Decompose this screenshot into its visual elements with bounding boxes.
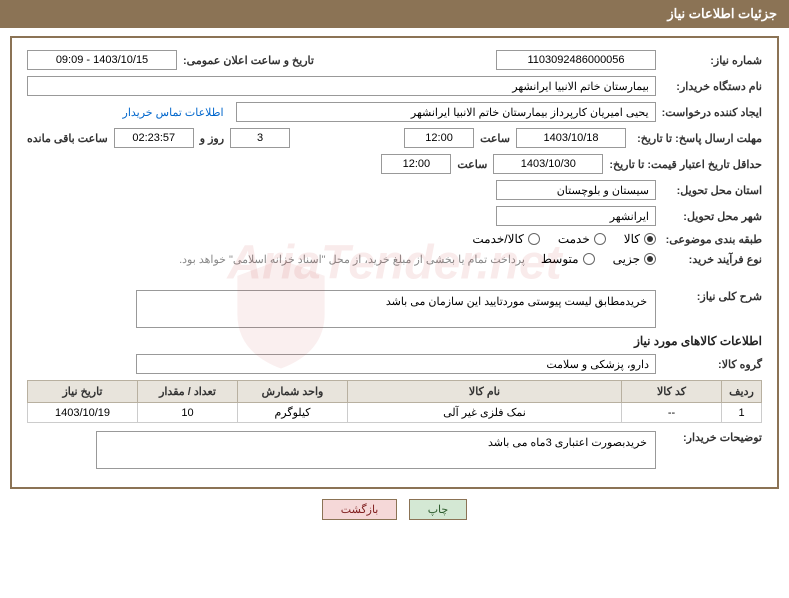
announce-label: تاریخ و ساعت اعلان عمومی: xyxy=(183,54,314,67)
details-panel: AriaTender.net شماره نیاز: 1103092486000… xyxy=(10,36,779,489)
button-row: چاپ بازگشت xyxy=(0,499,789,520)
page-header: جزئیات اطلاعات نیاز xyxy=(0,0,789,28)
validity-time-label: ساعت xyxy=(457,158,487,171)
items-section-title: اطلاعات کالاهای مورد نیاز xyxy=(27,334,762,348)
row-need-number: شماره نیاز: 1103092486000056 تاریخ و ساع… xyxy=(27,50,762,70)
radio-partial-label: جزیی xyxy=(613,252,640,266)
radio-partial[interactable]: جزیی xyxy=(613,252,656,266)
category-radio-group: کالا خدمت کالا/خدمت xyxy=(472,232,656,246)
radio-kala-label: کالا xyxy=(624,232,640,246)
buyer-org-label: نام دستگاه خریدار: xyxy=(662,80,762,93)
th-unit: واحد شمارش xyxy=(238,381,348,403)
cell-name: نمک فلزی غیر آلی xyxy=(348,403,622,423)
radio-medium[interactable]: متوسط xyxy=(541,252,595,266)
province-field: سیستان و بلوچستان xyxy=(496,180,656,200)
buyer-contact-link[interactable]: اطلاعات تماس خریدار xyxy=(123,106,224,119)
process-radio-group: جزیی متوسط xyxy=(541,252,656,266)
radio-khadamat-label: خدمت xyxy=(558,232,590,246)
deadline-label: مهلت ارسال پاسخ: تا تاریخ: xyxy=(632,132,762,145)
radio-both-label: کالا/خدمت xyxy=(472,232,523,246)
city-field: ایرانشهر xyxy=(496,206,656,226)
row-process: نوع فرآیند خرید: جزیی متوسط پرداخت تمام … xyxy=(27,252,762,266)
deadline-time-field: 12:00 xyxy=(404,128,474,148)
description-label: شرح کلی نیاز: xyxy=(662,290,762,303)
cell-unit: کیلوگرم xyxy=(238,403,348,423)
cell-date: 1403/10/19 xyxy=(28,403,138,423)
category-label: طبقه بندی موضوعی: xyxy=(662,233,762,246)
radio-both[interactable]: کالا/خدمت xyxy=(472,232,539,246)
need-number-label: شماره نیاز: xyxy=(662,54,762,67)
announce-datetime-field: 1403/10/15 - 09:09 xyxy=(27,50,177,70)
th-name: نام کالا xyxy=(348,381,622,403)
creator-label: ایجاد کننده درخواست: xyxy=(662,106,762,119)
need-number-field: 1103092486000056 xyxy=(496,50,656,70)
validity-date-field: 1403/10/30 xyxy=(493,154,603,174)
print-button[interactable]: چاپ xyxy=(409,499,468,520)
description-field: خریدمطابق لیست پیوستی موردتایید این سازم… xyxy=(136,290,656,328)
creator-field: یحیی امیریان کارپرداز بیمارستان خاتم الا… xyxy=(236,102,656,122)
buyer-notes-label: توضیحات خریدار: xyxy=(662,431,762,444)
page-title: جزئیات اطلاعات نیاز xyxy=(667,6,777,21)
radio-kala[interactable]: کالا xyxy=(624,232,656,246)
process-label: نوع فرآیند خرید: xyxy=(662,253,762,266)
row-creator: ایجاد کننده درخواست: یحیی امیریان کارپرد… xyxy=(27,102,762,122)
row-buyer-notes: توضیحات خریدار: خریدبصورت اعتباری 3ماه م… xyxy=(27,431,762,469)
group-field: دارو، پزشکی و سلامت xyxy=(136,354,656,374)
th-date: تاریخ نیاز xyxy=(28,381,138,403)
table-row: 1 -- نمک فلزی غیر آلی کیلوگرم 10 1403/10… xyxy=(28,403,762,423)
row-validity: حداقل تاریخ اعتبار قیمت: تا تاریخ: 1403/… xyxy=(27,154,762,174)
cell-code: -- xyxy=(622,403,722,423)
row-description: شرح کلی نیاز: خریدمطابق لیست پیوستی مورد… xyxy=(27,290,762,328)
row-deadline: مهلت ارسال پاسخ: تا تاریخ: 1403/10/18 سا… xyxy=(27,128,762,148)
payment-note: پرداخت تمام یا بخشی از مبلغ خرید، از محل… xyxy=(179,253,525,266)
row-category: طبقه بندی موضوعی: کالا خدمت کالا/خدمت xyxy=(27,232,762,246)
cell-idx: 1 xyxy=(722,403,762,423)
row-group: گروه کالا: دارو، پزشکی و سلامت xyxy=(27,354,762,374)
validity-time-field: 12:00 xyxy=(381,154,451,174)
th-qty: تعداد / مقدار xyxy=(138,381,238,403)
remaining-label: ساعت باقی مانده xyxy=(27,132,108,145)
th-code: کد کالا xyxy=(622,381,722,403)
th-row: ردیف xyxy=(722,381,762,403)
radio-khadamat[interactable]: خدمت xyxy=(558,232,606,246)
city-label: شهر محل تحویل: xyxy=(662,210,762,223)
row-city: شهر محل تحویل: ایرانشهر xyxy=(27,206,762,226)
days-remaining-field: 3 xyxy=(230,128,290,148)
countdown-field: 02:23:57 xyxy=(114,128,194,148)
items-table: ردیف کد کالا نام کالا واحد شمارش تعداد /… xyxy=(27,380,762,423)
row-province: استان محل تحویل: سیستان و بلوچستان xyxy=(27,180,762,200)
radio-medium-label: متوسط xyxy=(541,252,579,266)
deadline-time-label: ساعت xyxy=(480,132,510,145)
row-buyer-org: نام دستگاه خریدار: بیمارستان خاتم الانبی… xyxy=(27,76,762,96)
buyer-org-field: بیمارستان خاتم الانبیا ایرانشهر xyxy=(27,76,656,96)
buyer-notes-field: خریدبصورت اعتباری 3ماه می باشد xyxy=(96,431,656,469)
group-label: گروه کالا: xyxy=(662,358,762,371)
validity-label: حداقل تاریخ اعتبار قیمت: تا تاریخ: xyxy=(609,158,762,171)
table-header-row: ردیف کد کالا نام کالا واحد شمارش تعداد /… xyxy=(28,381,762,403)
cell-qty: 10 xyxy=(138,403,238,423)
province-label: استان محل تحویل: xyxy=(662,184,762,197)
back-button[interactable]: بازگشت xyxy=(322,499,398,520)
days-and-label: روز و xyxy=(200,132,224,145)
deadline-date-field: 1403/10/18 xyxy=(516,128,626,148)
